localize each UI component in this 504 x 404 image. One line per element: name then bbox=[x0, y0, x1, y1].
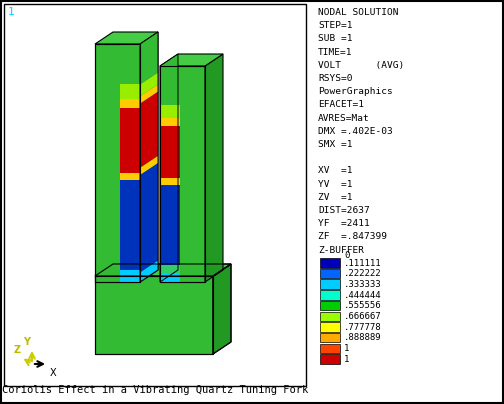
Polygon shape bbox=[160, 265, 180, 274]
Text: .444444: .444444 bbox=[344, 290, 382, 300]
Polygon shape bbox=[120, 108, 140, 173]
Text: Y: Y bbox=[24, 337, 31, 347]
Polygon shape bbox=[160, 126, 180, 178]
Text: TIME=1: TIME=1 bbox=[318, 48, 352, 57]
Text: DIST=2637: DIST=2637 bbox=[318, 206, 370, 215]
Bar bbox=[320, 280, 340, 289]
Polygon shape bbox=[120, 84, 140, 99]
Text: ZV  =1: ZV =1 bbox=[318, 193, 352, 202]
Text: PowerGraphics: PowerGraphics bbox=[318, 87, 393, 96]
Text: .222222: .222222 bbox=[344, 269, 382, 278]
Text: NODAL SOLUTION: NODAL SOLUTION bbox=[318, 8, 399, 17]
Text: SMX =1: SMX =1 bbox=[318, 140, 352, 149]
Text: VOLT      (AVG): VOLT (AVG) bbox=[318, 61, 404, 70]
Polygon shape bbox=[160, 106, 178, 126]
Polygon shape bbox=[160, 118, 180, 126]
Polygon shape bbox=[160, 105, 180, 118]
Polygon shape bbox=[95, 32, 158, 44]
Text: EFACET=1: EFACET=1 bbox=[318, 101, 364, 109]
Polygon shape bbox=[140, 261, 158, 282]
Polygon shape bbox=[160, 168, 178, 187]
Text: Z-BUFFER: Z-BUFFER bbox=[318, 246, 364, 255]
Polygon shape bbox=[140, 156, 158, 175]
Text: .666667: .666667 bbox=[344, 312, 382, 321]
Bar bbox=[320, 311, 340, 321]
Polygon shape bbox=[120, 270, 140, 282]
Text: RSYS=0: RSYS=0 bbox=[318, 74, 352, 83]
Text: 1: 1 bbox=[344, 344, 349, 353]
Polygon shape bbox=[160, 274, 180, 282]
Text: .333333: .333333 bbox=[344, 280, 382, 289]
Text: ZF  =.847399: ZF =.847399 bbox=[318, 232, 387, 242]
Bar bbox=[320, 343, 340, 353]
Polygon shape bbox=[160, 93, 178, 118]
Text: DMX =.402E-03: DMX =.402E-03 bbox=[318, 127, 393, 136]
Bar bbox=[320, 322, 340, 332]
Polygon shape bbox=[140, 72, 158, 97]
Text: .777778: .777778 bbox=[344, 323, 382, 332]
Text: 1: 1 bbox=[8, 7, 15, 17]
Polygon shape bbox=[120, 99, 140, 108]
Polygon shape bbox=[160, 185, 180, 265]
Polygon shape bbox=[160, 66, 180, 105]
Bar bbox=[320, 269, 340, 278]
Polygon shape bbox=[160, 66, 205, 282]
Text: YF  =2411: YF =2411 bbox=[318, 219, 370, 228]
Polygon shape bbox=[95, 276, 213, 354]
Text: .888889: .888889 bbox=[344, 333, 382, 343]
Polygon shape bbox=[205, 54, 223, 282]
Bar bbox=[320, 258, 340, 267]
Text: SUB =1: SUB =1 bbox=[318, 34, 352, 43]
Text: Z: Z bbox=[14, 345, 21, 355]
Polygon shape bbox=[140, 84, 158, 103]
Polygon shape bbox=[95, 264, 231, 276]
Text: AVRES=Mat: AVRES=Mat bbox=[318, 114, 370, 122]
Polygon shape bbox=[160, 178, 180, 185]
Bar bbox=[320, 290, 340, 300]
Polygon shape bbox=[140, 91, 158, 168]
Polygon shape bbox=[120, 173, 140, 180]
Text: 0: 0 bbox=[344, 251, 349, 260]
Polygon shape bbox=[160, 114, 178, 181]
Polygon shape bbox=[160, 261, 178, 282]
Polygon shape bbox=[140, 32, 158, 84]
Polygon shape bbox=[140, 163, 158, 272]
Polygon shape bbox=[140, 32, 158, 282]
Bar bbox=[320, 301, 340, 310]
Text: .555556: .555556 bbox=[344, 301, 382, 310]
Bar bbox=[320, 354, 340, 364]
Bar bbox=[320, 333, 340, 343]
Text: XV  =1: XV =1 bbox=[318, 166, 352, 175]
Polygon shape bbox=[95, 44, 140, 282]
Text: 1: 1 bbox=[344, 355, 349, 364]
Text: STEP=1: STEP=1 bbox=[318, 21, 352, 30]
Text: Coriolis Effect in a Vibrating Quartz Tuning Fork: Coriolis Effect in a Vibrating Quartz Tu… bbox=[2, 385, 308, 395]
Polygon shape bbox=[213, 264, 231, 354]
Bar bbox=[4, 4, 306, 386]
Polygon shape bbox=[160, 175, 178, 274]
Polygon shape bbox=[120, 180, 140, 270]
Text: X: X bbox=[50, 368, 56, 378]
Text: YV  =1: YV =1 bbox=[318, 180, 352, 189]
Polygon shape bbox=[160, 54, 223, 66]
Polygon shape bbox=[160, 54, 178, 105]
Text: .111111: .111111 bbox=[344, 259, 382, 267]
Polygon shape bbox=[120, 44, 140, 84]
